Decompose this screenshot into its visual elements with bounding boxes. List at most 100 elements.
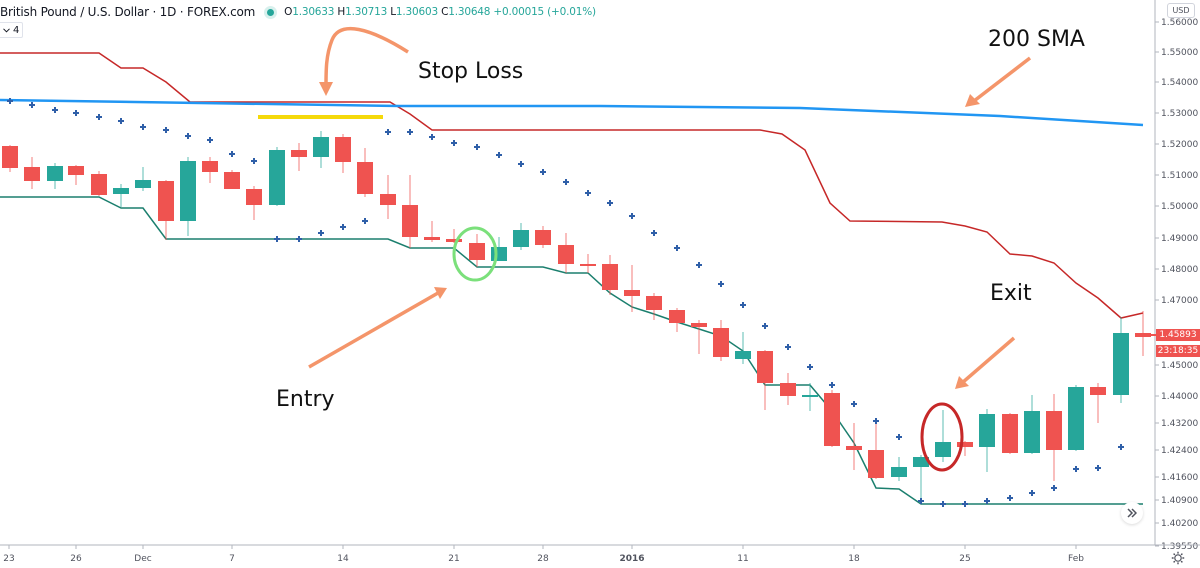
candle — [558, 233, 574, 273]
psar-dot — [962, 501, 968, 507]
price-tick-label: 1.55000 — [1161, 48, 1198, 58]
price-tick-label: 1.48000 — [1161, 265, 1198, 275]
candle — [180, 157, 196, 236]
psar-dot — [296, 236, 302, 242]
candle — [646, 293, 662, 320]
exit-arrowhead — [955, 376, 969, 389]
time-axis[interactable]: 23 26 Dec 7 14 21 28 2016 11 18 25 Feb — [0, 544, 1200, 564]
psar-dot — [807, 364, 813, 370]
indicators-toggle-button[interactable]: 4 — [0, 22, 24, 38]
psar-dot — [651, 230, 657, 236]
psar-dot — [829, 382, 835, 388]
candle — [513, 223, 529, 250]
price-tick-label: 1.52000 — [1161, 140, 1198, 150]
candle — [135, 167, 151, 191]
psar-dot — [474, 144, 480, 150]
time-tick-label: 2016 — [619, 554, 644, 564]
candle — [2, 145, 18, 172]
candle — [824, 390, 840, 447]
candle — [446, 229, 462, 243]
psar-dot — [407, 129, 413, 135]
parabolic-sar-series — [7, 98, 1124, 507]
symbol-title[interactable]: British Pound / U.S. Dollar · 1D · FOREX… — [0, 5, 256, 19]
currency-badge[interactable]: USD — [1167, 3, 1195, 18]
candle — [24, 157, 40, 189]
psar-dot — [7, 98, 13, 104]
gear-icon — [1171, 551, 1185, 565]
psar-dot — [518, 161, 524, 167]
sma-line — [0, 98, 1144, 127]
psar-dot — [785, 344, 791, 350]
price-tick-label: 1.44000 — [1161, 392, 1198, 402]
candle — [957, 441, 973, 456]
psar-dot — [1095, 465, 1101, 471]
psar-dot — [1051, 485, 1057, 491]
candle — [780, 373, 796, 405]
stop-loss-label: Stop Loss — [418, 59, 523, 84]
price-tick-label: 1.53000 — [1161, 109, 1198, 119]
candle — [935, 410, 951, 462]
psar-dot — [540, 169, 546, 175]
price-tick-label: 1.50000 — [1161, 202, 1198, 212]
psar-dot — [1007, 495, 1013, 501]
price-tick-label: 1.42400 — [1161, 446, 1198, 456]
chart-settings-button[interactable] — [1170, 550, 1186, 566]
lower-channel-line — [0, 196, 1143, 505]
candle — [535, 226, 551, 248]
psar-dot — [1073, 466, 1079, 472]
psar-dot — [851, 401, 857, 407]
price-tick-label: 1.39550 — [1161, 542, 1198, 552]
price-tick-label: 1.51000 — [1161, 171, 1198, 181]
candle — [669, 308, 685, 332]
candle — [1068, 385, 1084, 451]
time-tick-label: 28 — [537, 554, 549, 564]
psar-dot — [385, 129, 391, 135]
entry-label: Entry — [276, 387, 335, 412]
time-tick-label: Feb — [1068, 554, 1084, 564]
last-price-label: 1.45893 — [1156, 329, 1200, 341]
psar-dot — [674, 245, 680, 251]
candle — [891, 457, 907, 481]
upper-channel-line — [0, 52, 1144, 319]
psar-dot — [207, 137, 213, 143]
candle — [1024, 395, 1040, 454]
entry-circle — [452, 226, 498, 282]
scroll-to-realtime-button[interactable] — [1121, 502, 1143, 524]
close-value: 1.30648 — [448, 6, 491, 18]
candle — [291, 143, 307, 171]
psar-dot — [96, 114, 102, 120]
candle — [158, 180, 174, 240]
price-tick-label: 1.49000 — [1161, 234, 1198, 244]
candle — [580, 254, 596, 273]
time-tick-label: 18 — [848, 554, 860, 564]
candle — [1135, 311, 1151, 356]
psar-dot — [918, 498, 924, 504]
psar-dot — [496, 152, 502, 158]
price-tick-label: 1.45000 — [1161, 361, 1198, 371]
time-tick-label: 26 — [70, 554, 82, 564]
double-chevron-right-icon — [1127, 508, 1137, 518]
candle — [68, 165, 84, 185]
indicator-count: 4 — [13, 24, 20, 36]
psar-dot — [362, 218, 368, 224]
psar-dot — [873, 418, 879, 424]
psar-dot — [896, 434, 902, 440]
psar-dot — [984, 498, 990, 504]
sma-label: 200 SMA — [988, 27, 1085, 52]
price-axis[interactable]: 1.56000 1.55000 1.54000 1.53000 1.52000 1.510… — [1148, 0, 1198, 552]
exit-label: Exit — [990, 281, 1032, 306]
symbol-legend: British Pound / U.S. Dollar · 1D · FOREX… — [0, 4, 596, 20]
psar-dot — [563, 179, 569, 185]
psar-dot — [118, 118, 124, 124]
psar-dot — [185, 133, 191, 139]
stop-loss-arrow — [324, 26, 409, 87]
price-tick-label: 1.40200 — [1161, 519, 1198, 529]
candle — [624, 265, 640, 312]
chevron-down-icon — [3, 27, 10, 33]
candle — [357, 148, 373, 197]
bar-countdown-label: 23:18:35 — [1156, 345, 1200, 357]
candle — [602, 255, 618, 295]
price-tick-label: 1.41600 — [1161, 473, 1198, 483]
donchian-channel — [0, 52, 1144, 505]
